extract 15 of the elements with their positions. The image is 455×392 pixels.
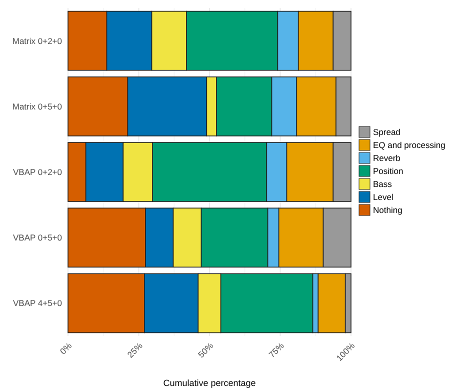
y-tick-label: VBAP 0+2+0 — [13, 166, 62, 177]
y-tick-label: VBAP 0+5+0 — [13, 232, 62, 243]
legend-label: Level — [373, 192, 394, 202]
legend-label: Nothing — [373, 204, 403, 215]
legend-label: Reverb — [373, 152, 401, 163]
y-tick-label: Matrix 0+5+0 — [12, 101, 62, 112]
y-tick-label: Matrix 0+2+0 — [12, 36, 62, 46]
legend-label: EQ and processing — [373, 140, 446, 150]
legend-label: Spread — [373, 126, 401, 137]
y-tick-label: VBAP 4+5+0 — [13, 298, 62, 308]
legend-label: Bass — [373, 178, 392, 189]
x-axis-title: Cumulative percentage — [163, 378, 256, 388]
legend-label: Position — [373, 166, 404, 176]
x-tick-label: 75% — [266, 340, 286, 360]
x-tick-label: 0% — [58, 340, 74, 356]
